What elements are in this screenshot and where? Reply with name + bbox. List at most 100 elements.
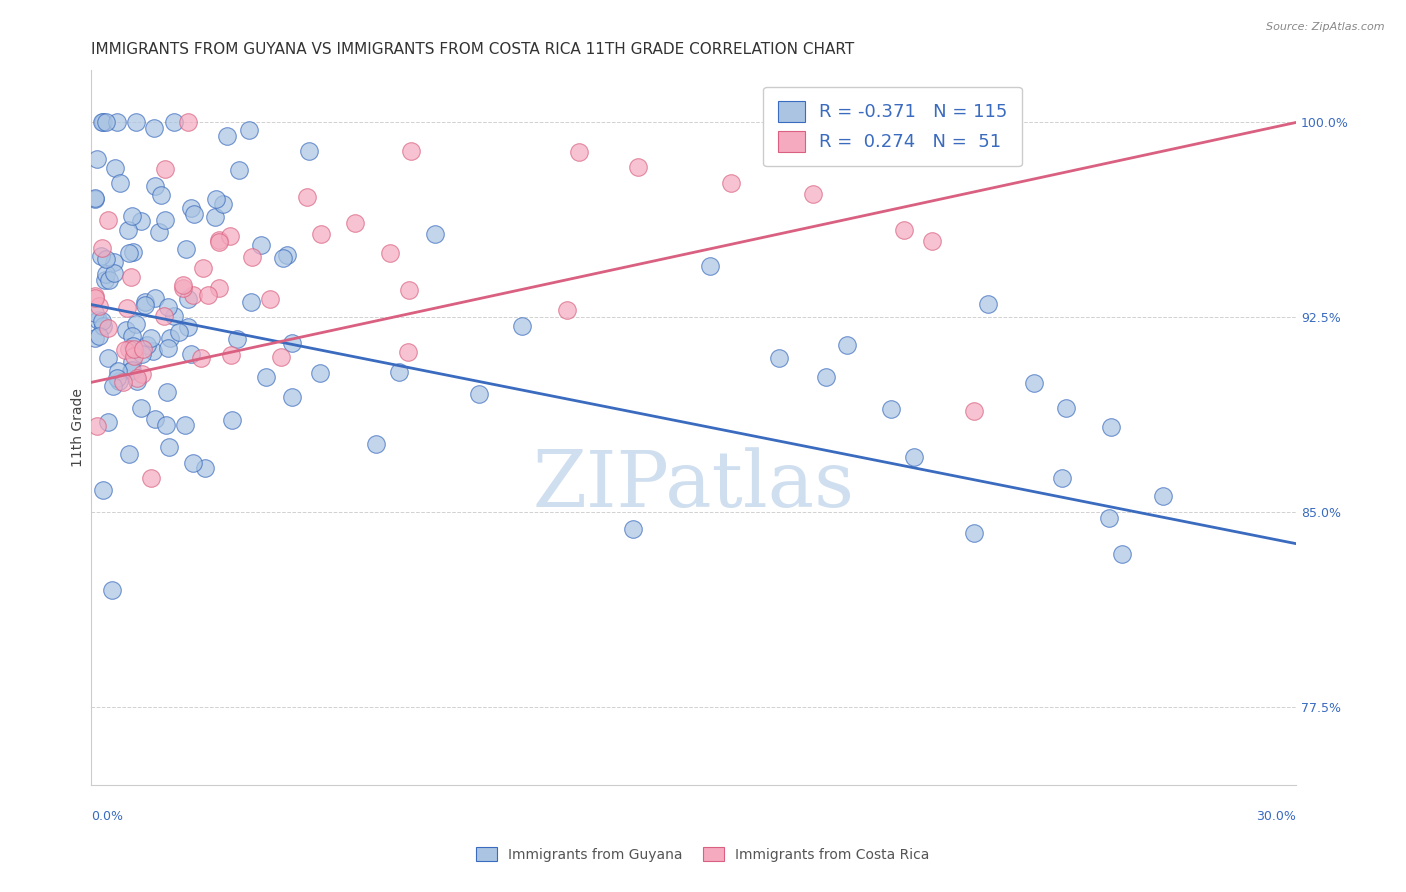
Point xyxy=(156,341,179,355)
Point xyxy=(107,364,129,378)
Point xyxy=(121,354,143,368)
Point xyxy=(103,378,125,392)
Point xyxy=(96,115,118,129)
Point xyxy=(228,163,250,178)
Point xyxy=(141,471,163,485)
Point xyxy=(131,347,153,361)
Point xyxy=(118,246,141,260)
Point xyxy=(163,309,186,323)
Point xyxy=(136,338,159,352)
Point xyxy=(181,457,204,471)
Point xyxy=(111,375,134,389)
Point xyxy=(309,366,332,380)
Point xyxy=(221,413,243,427)
Point xyxy=(124,350,146,364)
Point xyxy=(97,351,120,365)
Point xyxy=(388,365,411,379)
Point xyxy=(91,483,114,497)
Point xyxy=(208,233,231,247)
Text: 0.0%: 0.0% xyxy=(91,811,122,823)
Point xyxy=(155,417,177,432)
Point xyxy=(103,255,125,269)
Point xyxy=(183,207,205,221)
Point xyxy=(96,252,118,266)
Point xyxy=(118,447,141,461)
Point xyxy=(215,128,238,143)
Point xyxy=(134,298,156,312)
Point xyxy=(720,177,742,191)
Point xyxy=(1054,401,1077,415)
Point xyxy=(131,401,153,415)
Point xyxy=(157,300,180,314)
Point xyxy=(101,583,124,598)
Point xyxy=(83,289,105,303)
Point xyxy=(122,343,145,357)
Point xyxy=(398,283,420,297)
Point xyxy=(97,416,120,430)
Point xyxy=(143,179,166,194)
Point xyxy=(118,342,141,356)
Point xyxy=(125,371,148,385)
Point xyxy=(131,213,153,227)
Point xyxy=(295,190,318,204)
Point xyxy=(963,403,986,417)
Point xyxy=(204,210,226,224)
Point xyxy=(1098,511,1121,525)
Point xyxy=(250,237,273,252)
Point xyxy=(180,346,202,360)
Point xyxy=(105,115,128,129)
Point xyxy=(240,250,263,264)
Point xyxy=(156,384,179,399)
Point xyxy=(221,348,243,362)
Point xyxy=(259,293,281,307)
Point xyxy=(174,242,197,256)
Point xyxy=(86,313,108,327)
Point xyxy=(143,412,166,426)
Point xyxy=(276,248,298,262)
Point xyxy=(143,291,166,305)
Point xyxy=(105,371,128,385)
Point xyxy=(159,331,181,345)
Point xyxy=(271,252,294,266)
Point xyxy=(125,115,148,129)
Legend: R = -0.371   N = 115, R =  0.274   N =  51: R = -0.371 N = 115, R = 0.274 N = 51 xyxy=(763,87,1022,166)
Point xyxy=(176,292,198,306)
Text: 30.0%: 30.0% xyxy=(1256,811,1296,823)
Point xyxy=(1024,376,1046,390)
Point xyxy=(627,160,650,174)
Point xyxy=(238,123,260,137)
Point xyxy=(134,294,156,309)
Text: Source: ZipAtlas.com: Source: ZipAtlas.com xyxy=(1267,22,1385,32)
Point xyxy=(148,225,170,239)
Point xyxy=(510,319,533,334)
Point xyxy=(190,351,212,366)
Point xyxy=(122,339,145,353)
Point xyxy=(815,370,838,384)
Point xyxy=(91,115,114,129)
Point xyxy=(903,450,925,464)
Point xyxy=(86,152,108,166)
Point xyxy=(193,261,215,276)
Point xyxy=(177,115,200,129)
Point xyxy=(281,390,304,404)
Point xyxy=(254,370,277,384)
Point xyxy=(125,374,148,388)
Point xyxy=(167,325,190,339)
Point xyxy=(208,235,231,249)
Point xyxy=(399,144,422,158)
Point xyxy=(364,437,387,451)
Point xyxy=(396,345,419,359)
Point xyxy=(114,323,136,337)
Legend: Immigrants from Guyana, Immigrants from Costa Rica: Immigrants from Guyana, Immigrants from … xyxy=(471,841,935,867)
Point xyxy=(1152,489,1174,503)
Point xyxy=(344,216,367,230)
Point xyxy=(880,401,903,416)
Point xyxy=(87,328,110,343)
Point xyxy=(97,272,120,286)
Point xyxy=(121,329,143,343)
Point xyxy=(121,363,143,377)
Point xyxy=(117,223,139,237)
Point xyxy=(174,418,197,433)
Point xyxy=(91,241,114,255)
Text: IMMIGRANTS FROM GUYANA VS IMMIGRANTS FROM COSTA RICA 11TH GRADE CORRELATION CHAR: IMMIGRANTS FROM GUYANA VS IMMIGRANTS FRO… xyxy=(91,42,853,57)
